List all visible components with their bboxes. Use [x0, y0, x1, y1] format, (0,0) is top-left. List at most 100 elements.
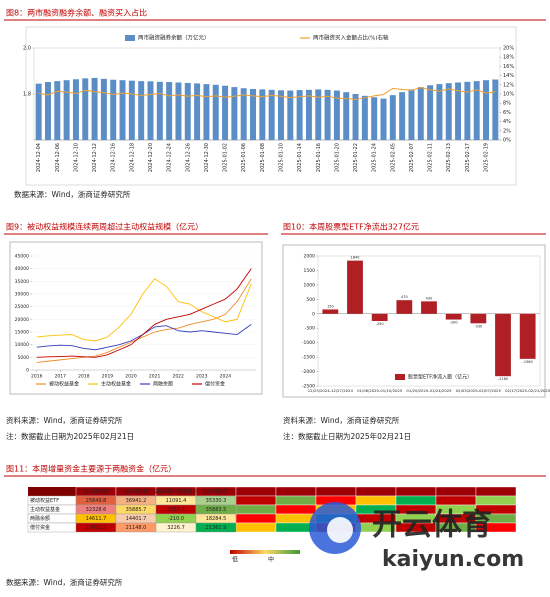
- x-tick-label: 2025-01-14: [297, 143, 303, 172]
- bar: [175, 82, 182, 140]
- bar: [371, 313, 388, 321]
- bar: [333, 90, 340, 140]
- line-series: [36, 278, 252, 342]
- y-tick-label: 15000: [15, 330, 29, 336]
- legend-swatch: [125, 35, 135, 41]
- x-tick-label: 2025-01-10: [278, 143, 284, 172]
- y-tick-label: 16%: [503, 64, 514, 70]
- bar: [128, 80, 135, 140]
- bar: [427, 85, 434, 140]
- table-cell: 14611.7: [86, 516, 107, 522]
- y-tick-label: 12%: [503, 82, 514, 88]
- table-header-cell: [475, 486, 517, 497]
- data-label: -330: [474, 324, 482, 328]
- y-tick-label: 6%: [503, 110, 511, 116]
- y-tick-label: -2000: [302, 369, 315, 375]
- x-tick-label: 2024-12-18: [129, 143, 135, 172]
- bar: [63, 80, 70, 140]
- table-cell: 17921.3: [86, 525, 107, 531]
- table-cell: 35885.7: [126, 507, 147, 513]
- x-tick-label: 2025-02-13: [446, 143, 452, 172]
- watermark-site: kaiyun.com: [382, 547, 524, 572]
- y-tick-label: 0%: [503, 138, 511, 144]
- data-label: -250: [376, 322, 384, 326]
- x-tick-label: 2025-01-20: [334, 143, 340, 172]
- x-tick-label: 2024-12-16: [111, 143, 117, 172]
- table-cell: 36941.2: [126, 498, 147, 504]
- table-header-cell: [395, 486, 437, 497]
- y-tick-label: 18%: [503, 55, 514, 61]
- table-cell-bg: [235, 522, 277, 533]
- x-tick-label: 2019: [102, 374, 114, 380]
- table-cell-bg: [355, 495, 397, 506]
- source: 数据来源：Wind，浙商证券研究所: [6, 577, 123, 587]
- table-cell: 35883.5: [206, 507, 227, 513]
- table-cell-bg: [475, 495, 517, 506]
- y-tick-label: 5000: [18, 355, 30, 361]
- x-tick-label: 2017: [55, 374, 67, 380]
- bar: [250, 88, 257, 140]
- y-tick-label: 20%: [503, 46, 514, 52]
- legend-swatch: [395, 374, 405, 380]
- table-header: 20250207: [203, 489, 228, 495]
- table-cell: 21361.9: [206, 525, 227, 531]
- x-tick-label: 2025-02-11: [428, 143, 434, 172]
- bar: [100, 78, 107, 140]
- table-cell: 偿付资金: [30, 524, 50, 531]
- table-cell: -210.0: [168, 516, 184, 522]
- x-tick-label: 2024: [220, 374, 232, 380]
- x-tick-label: 2025-01-22: [353, 143, 359, 172]
- data-label: -200: [450, 321, 458, 325]
- x-tick-label: 2022: [172, 374, 184, 380]
- bar: [361, 95, 368, 140]
- bar: [421, 301, 437, 314]
- table-cell-bg: [195, 522, 237, 533]
- bar: [212, 84, 219, 140]
- table-header: 20240630: [83, 489, 108, 495]
- y-tick-label: 10000: [15, 342, 29, 348]
- bar: [138, 81, 145, 140]
- bar: [54, 81, 61, 140]
- data-label: 150: [327, 304, 334, 308]
- x-tick-label: 2025-01-06: [241, 143, 247, 172]
- table-cell: 25849.8: [86, 498, 107, 504]
- table-cell-bg: [275, 504, 317, 515]
- bar: [156, 81, 163, 140]
- bar: [470, 313, 487, 324]
- x-tick-label: 2025-01-24: [372, 143, 378, 172]
- x-tick-label: 2024-12-12: [92, 143, 98, 172]
- table-header: 2024年三季度变动: [155, 488, 198, 495]
- table-cell: 两融余额: [30, 515, 50, 522]
- y-tick-label: 30000: [15, 292, 29, 298]
- y-tick-label: 1500: [304, 268, 316, 274]
- watermark-brand: 开云体育: [372, 508, 492, 543]
- bar: [347, 260, 363, 314]
- legend-label: 主动权益基金: [101, 381, 131, 388]
- x-tick-label: 2025-01-08: [260, 143, 266, 172]
- x-tick-label: 02/03/2025-02/07/2025: [456, 388, 502, 393]
- x-tick-label: 2024-12-24: [167, 143, 173, 172]
- data-label: 470: [401, 295, 408, 299]
- x-tick-label: 2024-12-20: [148, 143, 154, 172]
- note: 注：数据截止日期为2025年02月21日: [6, 431, 134, 441]
- x-tick-label: 2020: [125, 374, 137, 380]
- bar: [473, 81, 480, 140]
- bar: [343, 92, 350, 140]
- table-header: 20240930: [123, 489, 148, 495]
- legend-label: 偿付资金: [205, 381, 225, 388]
- bar: [399, 92, 406, 140]
- source: 资料来源：Wind，浙商证券研究所: [283, 415, 400, 425]
- figure-frame: [282, 244, 546, 398]
- bar: [35, 83, 42, 140]
- y-tick-label: 14%: [503, 73, 514, 79]
- bar: [259, 89, 266, 140]
- bar: [119, 80, 126, 140]
- heat-legend-mid: 中: [268, 556, 274, 564]
- data-label: -1560: [523, 360, 533, 364]
- bar: [203, 84, 210, 140]
- bar: [389, 95, 396, 140]
- bar: [408, 89, 415, 140]
- note: 注：数据截止日期为2025年02月21日: [283, 431, 411, 441]
- table-cell-bg: [235, 504, 277, 515]
